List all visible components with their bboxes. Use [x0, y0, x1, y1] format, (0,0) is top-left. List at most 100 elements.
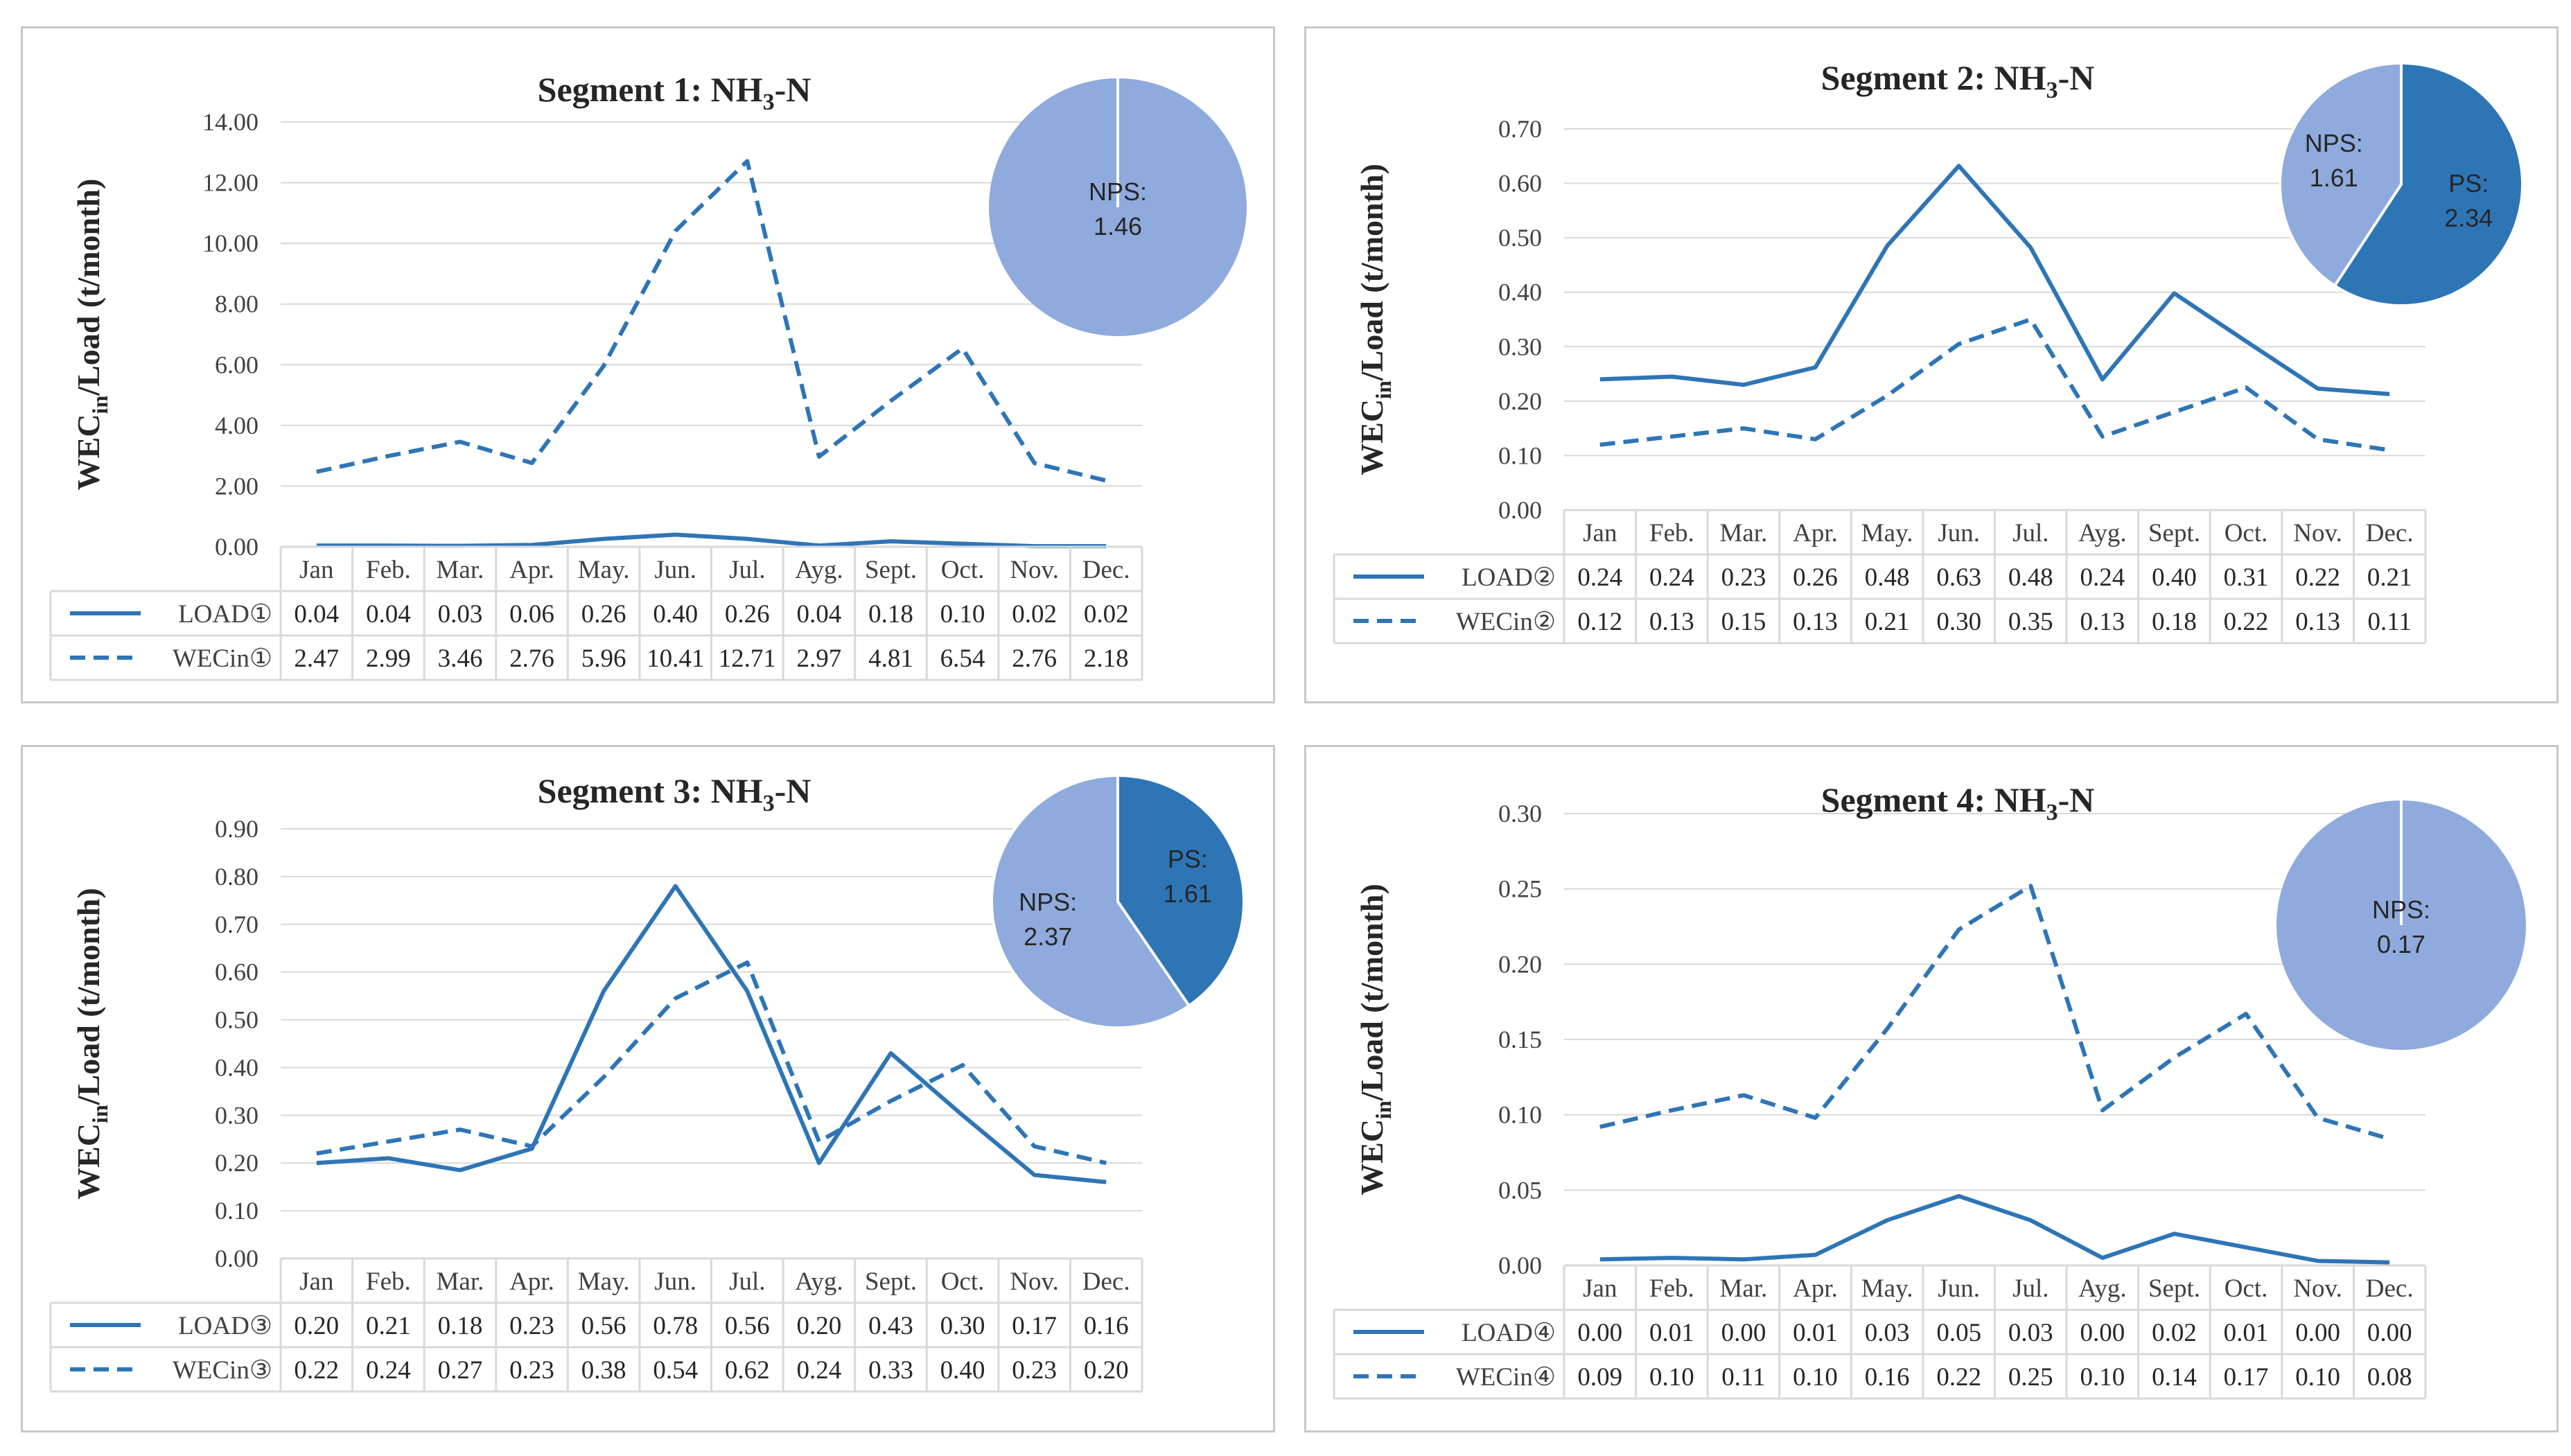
data-table-value: 0.12 — [1577, 608, 1622, 636]
data-table-value: 0.04 — [797, 600, 842, 629]
data-table-value: 0.25 — [2008, 1363, 2053, 1392]
x-category-label: Jun. — [1938, 519, 1980, 547]
data-table-value: 0.18 — [438, 1312, 483, 1340]
y-tick-label: 0.30 — [1498, 800, 1542, 827]
data-table-value: 0.26 — [1793, 563, 1838, 592]
data-table-value: 0.03 — [2008, 1319, 2053, 1347]
data-table-value: 0.00 — [2295, 1319, 2340, 1347]
x-category-label: Sept. — [865, 1268, 917, 1296]
x-category-label: Dec. — [1082, 556, 1130, 584]
x-category-label: Apr. — [509, 556, 554, 584]
y-axis-label: WECin/Load (t/month) — [71, 888, 112, 1200]
data-table-value: 0.27 — [438, 1356, 483, 1385]
x-category-label: Ayg. — [2078, 1274, 2127, 1303]
data-table-value: 0.00 — [1721, 1319, 1766, 1347]
x-category-label: Ayg. — [2078, 519, 2127, 547]
y-tick-label: 0.10 — [1498, 1101, 1542, 1129]
data-table-value: 0.16 — [1084, 1312, 1129, 1340]
data-table-value: 12.71 — [719, 644, 776, 673]
data-table-value: 0.11 — [1721, 1363, 1765, 1392]
y-tick-label: 0.30 — [1498, 333, 1542, 360]
pie-label-name: NPS: — [2305, 129, 2363, 157]
data-table-value: 2.18 — [1084, 644, 1129, 673]
pie-label-name: NPS: — [2372, 895, 2430, 924]
pie-label-name: PS: — [2448, 169, 2489, 198]
series-line-wecin — [1599, 317, 2390, 453]
data-table-value: 0.08 — [2367, 1363, 2412, 1392]
x-category-label: Jun. — [1938, 1274, 1980, 1303]
data-table-value: 0.04 — [366, 600, 411, 629]
data-table-value: 0.38 — [581, 1356, 626, 1385]
data-table-value: 0.10 — [2295, 1363, 2340, 1392]
x-category-label: Oct. — [941, 556, 985, 584]
data-table-value: 0.22 — [2295, 563, 2340, 592]
pie-label-value: 2.37 — [1024, 922, 1072, 951]
x-category-label: Sept. — [2148, 519, 2200, 547]
data-table-value: 0.26 — [725, 600, 770, 629]
data-table-value: 0.03 — [438, 600, 483, 629]
data-table-value: 0.09 — [1577, 1363, 1622, 1392]
chart-title: Segment 3: NH3-N — [538, 771, 811, 816]
data-table-value: 0.62 — [725, 1356, 770, 1385]
data-table-value: 0.40 — [2152, 563, 2197, 592]
data-table-value: 0.10 — [940, 600, 985, 629]
data-table-value: 6.54 — [940, 644, 985, 673]
x-category-label: Jan — [299, 1268, 333, 1296]
data-table-value: 0.30 — [940, 1312, 985, 1340]
y-tick-label: 4.00 — [215, 412, 258, 439]
series-line-wecin — [316, 960, 1107, 1166]
legend-label: LOAD① — [178, 600, 272, 629]
data-table-value: 0.26 — [581, 600, 626, 629]
data-table-value: 0.23 — [509, 1356, 554, 1385]
x-category-label: Apr. — [1793, 1274, 1838, 1303]
x-category-label: Nov. — [1010, 1268, 1059, 1296]
y-tick-label: 0.60 — [1498, 170, 1542, 198]
pie-label-value: 2.34 — [2444, 204, 2493, 232]
x-category-label: Nov. — [1010, 556, 1059, 584]
pie-label-name: NPS: — [1019, 888, 1077, 916]
y-tick-label: 0.00 — [215, 533, 258, 561]
data-table-value: 0.31 — [2224, 563, 2269, 592]
pie-slice-ps — [2333, 61, 2524, 307]
legend-label: WECin② — [1456, 608, 1556, 636]
y-tick-label: 0.80 — [215, 863, 258, 891]
data-table-value: 0.14 — [2152, 1363, 2197, 1392]
pie-slice-ps — [1116, 773, 1245, 1008]
y-tick-label: 0.00 — [1498, 1252, 1542, 1279]
data-table-value: 3.46 — [438, 644, 483, 673]
y-tick-label: 0.60 — [215, 958, 258, 986]
data-table-value: 2.76 — [1012, 644, 1057, 673]
data-table-value: 0.35 — [2008, 608, 2053, 636]
data-table-value: 0.16 — [1865, 1363, 1910, 1392]
data-table-value: 0.17 — [1012, 1312, 1057, 1340]
legend-label: WECin① — [173, 644, 272, 673]
data-table-value: 0.20 — [1084, 1356, 1129, 1385]
data-table-value: 0.22 — [2224, 608, 2269, 636]
y-axis-label: WECin/Load (t/month) — [1354, 884, 1396, 1195]
pie-label-value: 1.46 — [1094, 212, 1142, 240]
pie-label-name: PS: — [1168, 845, 1208, 873]
data-table-value: 0.00 — [2080, 1319, 2125, 1347]
y-tick-label: 0.20 — [215, 1149, 258, 1177]
y-tick-label: 0.50 — [215, 1006, 258, 1034]
x-category-label: Jul. — [729, 556, 765, 584]
data-table-value: 0.22 — [294, 1356, 339, 1385]
pie-label-name: NPS: — [1089, 177, 1147, 206]
legend-label: LOAD② — [1462, 563, 1556, 592]
data-table-value: 0.18 — [2152, 608, 2197, 636]
data-table-value: 2.76 — [509, 644, 554, 673]
x-category-label: May. — [1861, 1274, 1913, 1303]
x-category-label: Ayg. — [795, 1268, 843, 1296]
data-table-value: 0.54 — [653, 1356, 698, 1385]
data-table-value: 2.47 — [294, 644, 339, 673]
chart-panel-segment-4: 0.00 0.05 0.10 0.15 0.20 0.25 0.30 Segment 4: N… — [1304, 745, 2559, 1432]
data-table-value: 0.48 — [2008, 563, 2053, 592]
y-tick-label: 0.05 — [1498, 1176, 1542, 1204]
x-category-label: Ayg. — [795, 556, 843, 584]
x-category-label: Dec. — [2366, 519, 2414, 547]
x-category-label: Oct. — [2225, 1274, 2268, 1303]
series-line-wecin — [1599, 884, 2391, 1141]
data-table-value: 0.30 — [1936, 608, 1981, 636]
x-category-label: Sept. — [2148, 1274, 2200, 1303]
data-table-value: 0.00 — [2367, 1319, 2412, 1347]
